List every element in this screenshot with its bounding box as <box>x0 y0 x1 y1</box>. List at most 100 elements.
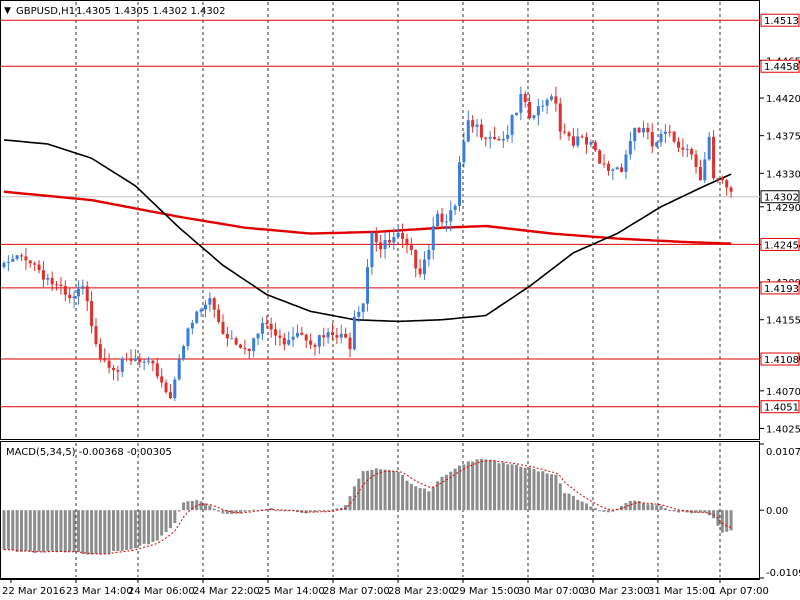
macd-bar <box>571 495 575 511</box>
candle-body <box>85 286 89 302</box>
price-axis: 1.44651.44201.43751.43301.42901.42451.42… <box>760 13 800 435</box>
candle-body <box>265 323 269 325</box>
macd-bar <box>558 483 562 511</box>
candle-body <box>475 124 479 127</box>
macd-bar <box>528 467 532 511</box>
macd-bar <box>182 502 186 511</box>
macd-axis: 0.01073 0.00 -0.01099 <box>760 443 800 579</box>
candle-body <box>278 335 282 338</box>
candle-body <box>357 311 361 317</box>
macd-bar <box>396 472 400 511</box>
macd-bar <box>602 510 606 512</box>
macd-bar <box>133 510 137 549</box>
symbol-label: GBPUSD,H1 <box>16 6 75 17</box>
macd-bar <box>620 505 624 511</box>
candle-body <box>571 136 575 146</box>
macd-bar <box>252 509 256 511</box>
candle-body <box>580 136 584 138</box>
candle-body <box>195 311 199 323</box>
macd-bar <box>479 458 483 511</box>
level-label: 1.4108 <box>764 355 799 366</box>
candle-body <box>620 167 624 172</box>
candle-body <box>493 136 497 139</box>
candle-body <box>545 99 549 106</box>
level-label: 1.4245 <box>764 240 799 251</box>
macd-bar <box>208 505 212 511</box>
candle-body <box>484 137 488 139</box>
macd-bar <box>68 510 72 552</box>
macd-bar <box>484 459 488 511</box>
macd-bar <box>370 469 374 511</box>
candle-body <box>59 284 63 286</box>
candle-body <box>698 166 702 181</box>
candle-body <box>125 358 129 360</box>
candle-body <box>655 142 659 147</box>
macd-bar <box>33 510 37 553</box>
candle-body <box>46 277 50 280</box>
price-tick-label: 1.4375 <box>766 132 800 143</box>
candle-body <box>72 296 76 299</box>
macd-bar <box>282 510 286 512</box>
level-label: 1.4458 <box>764 62 799 73</box>
candle-body <box>466 120 470 142</box>
candle-body <box>177 359 181 380</box>
level-label: 1.4193 <box>764 284 799 295</box>
macd-bar <box>422 488 426 511</box>
candle-body <box>668 131 672 133</box>
macd-bar <box>690 510 694 514</box>
macd-bar <box>449 471 453 511</box>
time-label: 30 Mar 23:00 <box>583 586 650 597</box>
macd-bar <box>129 510 133 550</box>
macd-bar <box>532 468 536 511</box>
macd-bar <box>387 470 391 511</box>
candle-body <box>155 363 159 377</box>
macd-bar <box>81 510 85 555</box>
candle-body <box>558 103 562 132</box>
macd-bar <box>239 510 243 514</box>
candle-body <box>567 132 571 137</box>
candle-body <box>76 288 80 297</box>
candle-body <box>234 338 238 345</box>
macd-bar <box>488 459 492 511</box>
candle-body <box>536 106 540 116</box>
macd-bar <box>694 510 698 513</box>
macd-bar <box>668 510 672 512</box>
price-tick-label: 1.4025 <box>766 424 800 435</box>
candle-body <box>94 326 98 345</box>
candle-body <box>339 333 343 338</box>
candle-body <box>387 239 391 243</box>
candle-body <box>186 328 190 347</box>
macd-bar <box>471 461 475 511</box>
macd-bar <box>659 505 663 511</box>
candle-body <box>436 213 440 227</box>
candle-body <box>225 333 229 339</box>
main-chart-frame <box>0 0 760 440</box>
candle-body <box>147 360 151 362</box>
macd-bar <box>107 510 111 554</box>
candle-body <box>659 133 663 143</box>
macd-bar <box>598 510 602 512</box>
macd-bar <box>76 510 80 552</box>
candle-body <box>427 249 431 260</box>
dropdown-arrow-icon[interactable]: ▼ <box>4 6 11 16</box>
macd-bar <box>462 464 466 511</box>
macd-bar <box>545 473 549 511</box>
macd-bar <box>379 469 383 511</box>
macd-tick-label: 0.01073 <box>766 447 800 458</box>
slow-moving-average <box>3 190 732 245</box>
macd-tick-label: 0.00 <box>766 506 788 517</box>
candle-body <box>133 358 137 361</box>
candle-body <box>589 142 593 145</box>
candle-body <box>295 332 299 337</box>
macd-bar <box>672 510 676 512</box>
macd-bar <box>41 510 45 553</box>
macd-bar <box>510 464 514 511</box>
macd-bar <box>641 503 645 511</box>
macd-bar <box>2 510 6 550</box>
candle-body <box>532 115 536 119</box>
time-label: 29 Mar 15:00 <box>453 586 520 597</box>
candle-body <box>252 338 256 352</box>
candle-body <box>611 169 615 171</box>
macd-bar <box>703 510 707 513</box>
